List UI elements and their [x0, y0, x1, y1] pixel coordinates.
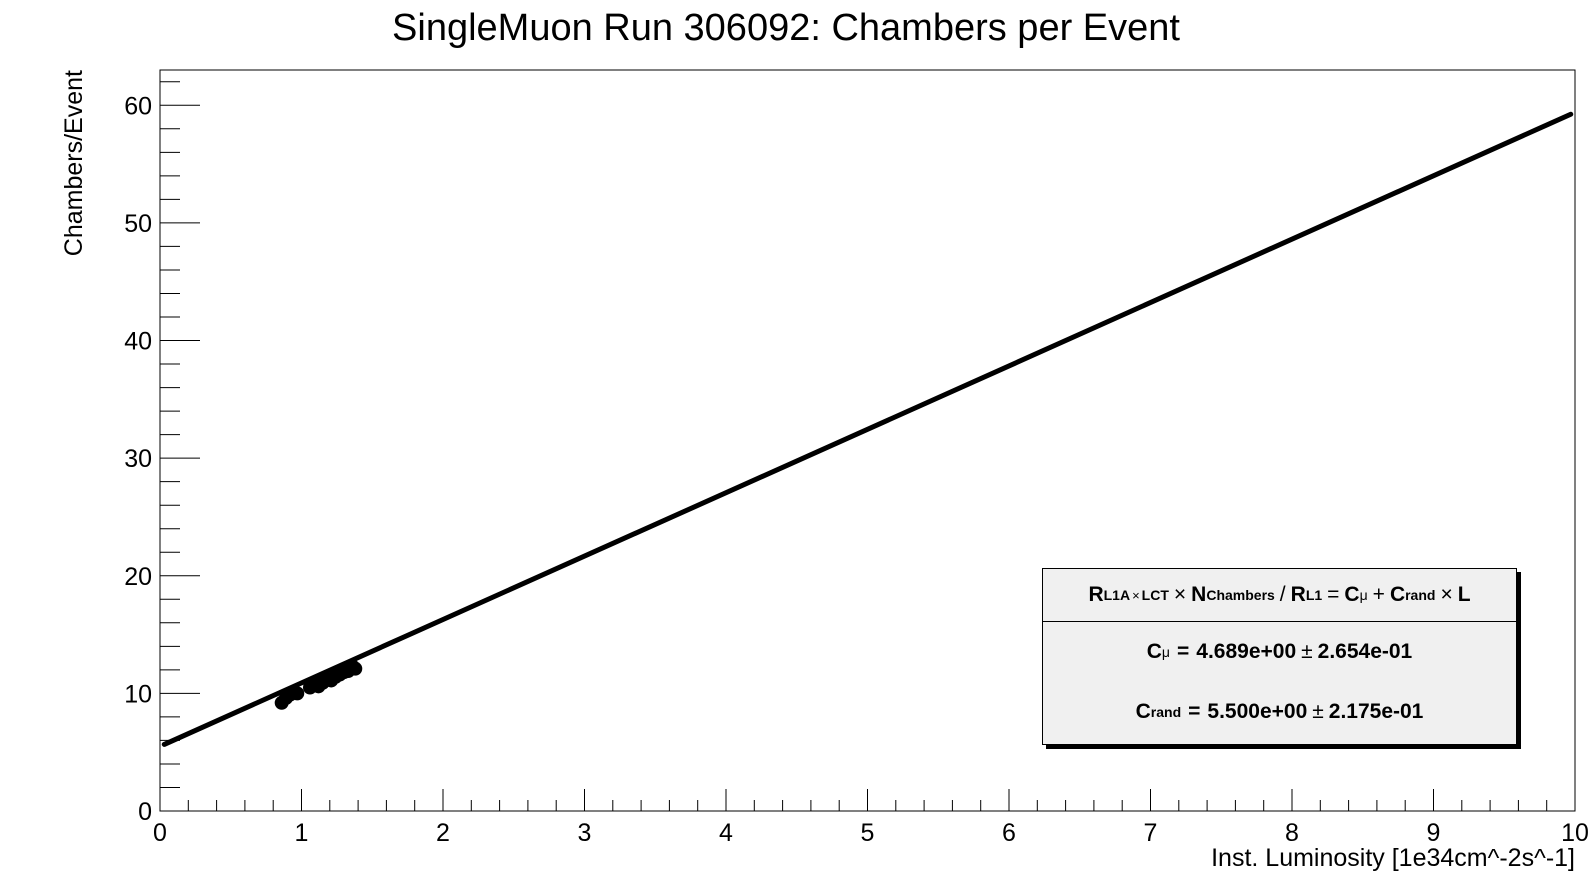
param-c-rand-sub: rand	[1150, 704, 1182, 720]
x-tick-label: 9	[1427, 819, 1441, 847]
x-tick-label: 4	[719, 819, 733, 847]
x-tick-label: 3	[578, 819, 592, 847]
formula-c1-sub: μ	[1359, 587, 1368, 603]
param-c-rand-error: 2.175e-01	[1328, 700, 1424, 723]
param-c-mu-error: 2.654e-01	[1317, 640, 1413, 663]
formula-r1: R	[1088, 583, 1104, 606]
y-tick-label: 10	[124, 680, 152, 708]
formula-times2: ×	[1440, 583, 1453, 606]
param-c-rand-name: C	[1135, 700, 1151, 723]
formula-r1-sub: L1A	[1103, 587, 1131, 603]
formula-r2-sub: L1	[1305, 587, 1323, 603]
param-c-rand-pm: ±	[1312, 700, 1324, 723]
formula-times: ×	[1173, 583, 1187, 606]
formula-slash: /	[1279, 583, 1286, 606]
formula-c2-sub: rand	[1405, 587, 1436, 603]
param-c-mu-eq: =	[1177, 640, 1190, 663]
formula-times-small: ×	[1132, 588, 1140, 603]
x-tick-label: 10	[1561, 819, 1589, 847]
y-tick-label: 50	[124, 210, 152, 238]
y-tick-label: 30	[124, 445, 152, 473]
param-c-mu-sub: μ	[1161, 644, 1170, 660]
y-tick-label: 60	[124, 92, 152, 120]
y-tick-label: 40	[124, 328, 152, 356]
formula-c1: C	[1344, 583, 1360, 606]
param-c-mu-name: C	[1146, 640, 1162, 663]
y-tick-label: 0	[138, 798, 152, 826]
x-tick-label: 8	[1285, 819, 1299, 847]
param-c-mu-value: 4.689e+00	[1196, 640, 1297, 663]
y-tick-label: 20	[124, 563, 152, 591]
data-points	[274, 659, 363, 710]
x-tick-label: 2	[436, 819, 450, 847]
x-axis: 0 1 2 3 4 5 6 7 8 9 10	[153, 789, 1589, 847]
formula-lct-sub: LCT	[1141, 587, 1169, 603]
data-point	[348, 661, 363, 676]
formula-l: L	[1457, 583, 1471, 606]
formula-r2: R	[1290, 583, 1306, 606]
formula-plus: +	[1372, 583, 1385, 606]
formula-n-sub: Chambers	[1206, 587, 1275, 603]
formula-c2: C	[1389, 583, 1406, 606]
y-axis: 0 10 20 30 40 50 60	[124, 81, 200, 826]
param-c-rand-value: 5.500e+00	[1207, 700, 1308, 723]
x-axis-label: Inst. Luminosity [1e34cm^-2s^-1]	[1211, 844, 1575, 872]
x-tick-label: 1	[295, 819, 309, 847]
formula-eq: =	[1327, 583, 1340, 606]
param-c-rand-eq: =	[1188, 700, 1201, 723]
param-c-mu-pm: ±	[1301, 640, 1313, 663]
fit-line	[161, 111, 1574, 747]
data-point	[290, 686, 305, 701]
x-tick-label: 0	[153, 819, 167, 847]
x-tick-label: 6	[1002, 819, 1016, 847]
fit-layer	[161, 111, 1574, 747]
x-tick-label: 7	[1144, 819, 1158, 847]
y-axis-label: Chambers/Event	[60, 70, 88, 256]
formula-n: N	[1191, 583, 1207, 606]
chart-title: SingleMuon Run 306092: Chambers per Even…	[392, 7, 1180, 49]
x-tick-label: 5	[861, 819, 875, 847]
